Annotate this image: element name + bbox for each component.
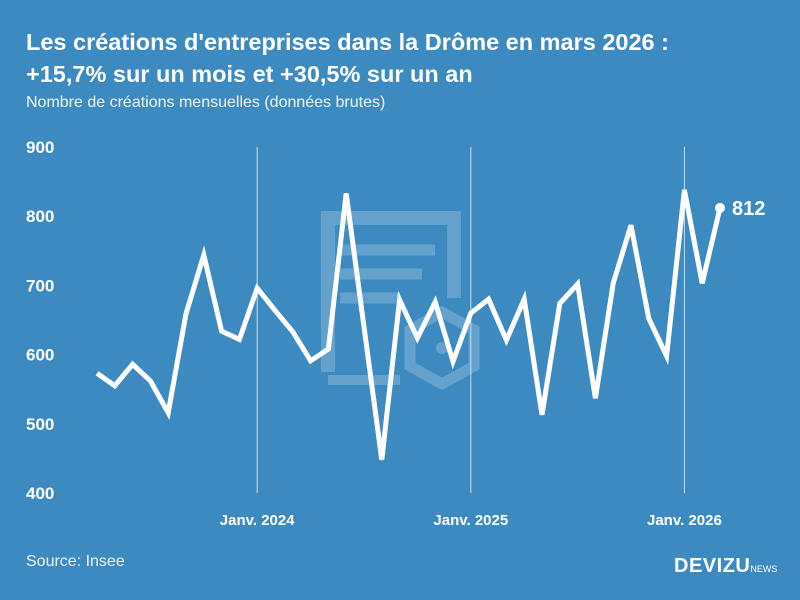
- y-tick-label: 400: [26, 484, 54, 503]
- y-tick-label: 900: [26, 138, 54, 157]
- brand-logo: DEVIZUNEWS: [674, 555, 777, 578]
- brand-suffix: NEWS: [750, 564, 778, 574]
- brand-main: DEVIZU: [674, 555, 751, 577]
- chart-title: Les créations d'entreprises dans la Drôm…: [26, 26, 786, 90]
- chart-subtitle: Nombre de créations mensuelles (données …: [26, 94, 386, 111]
- title-line-1: Les créations d'entreprises dans la Drôm…: [26, 29, 669, 55]
- data-point: [715, 202, 725, 213]
- y-tick-label: 800: [26, 207, 54, 226]
- x-tick-label: Janv. 2026: [647, 512, 722, 529]
- series-line: [95, 189, 723, 461]
- x-tick-label: Janv. 2024: [220, 512, 295, 529]
- y-tick-label: 500: [26, 415, 54, 434]
- y-tick-label: 700: [26, 276, 54, 295]
- last-value-label: 812: [732, 198, 765, 220]
- title-line-2: +15,7% sur un mois et +30,5% sur un an: [26, 61, 473, 87]
- watermark-logo: [321, 211, 480, 391]
- y-tick-label: 600: [26, 346, 54, 365]
- x-tick-label: Janv. 2025: [433, 512, 508, 529]
- source-note: Source: Insee: [26, 553, 125, 570]
